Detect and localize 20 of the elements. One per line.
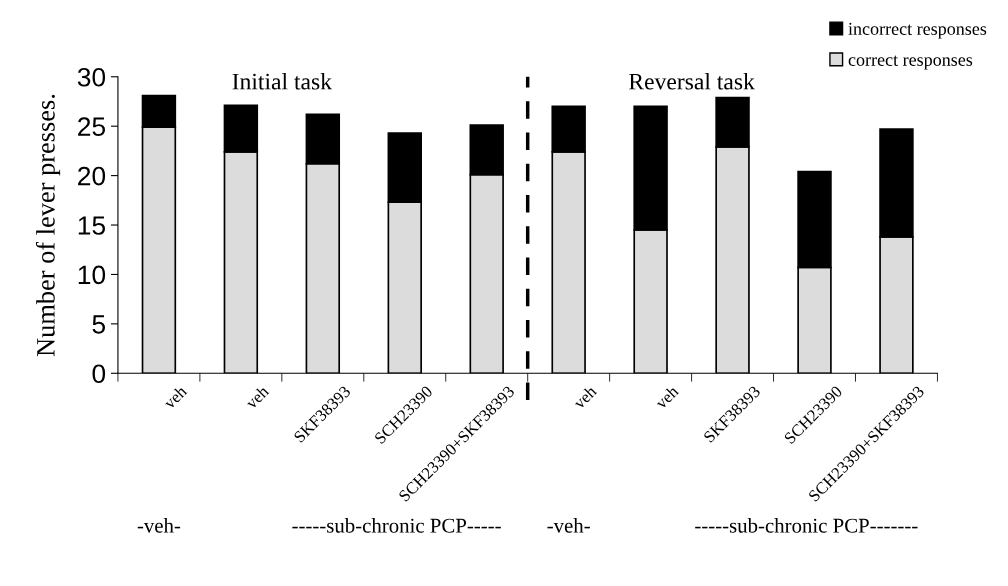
y-tick-label: 0 bbox=[92, 364, 106, 384]
y-tick-label: 30 bbox=[77, 67, 106, 87]
annotation: Reversal task bbox=[628, 72, 755, 90]
y-axis-title: Number of lever presses. bbox=[35, 94, 61, 357]
legend-label: incorrect responses bbox=[848, 22, 987, 39]
y-tick-label: 25 bbox=[78, 117, 106, 137]
text: -veh- bbox=[547, 518, 590, 533]
text: -veh- bbox=[137, 518, 181, 533]
x-tick-label: veh bbox=[654, 384, 680, 410]
text: -----sub-chronic PCP----- bbox=[292, 518, 501, 533]
x-tick-label: veh bbox=[162, 384, 188, 410]
y-tick-label: 10 bbox=[78, 265, 106, 285]
annotation: Initial task bbox=[232, 72, 332, 90]
legend-label: correct responses bbox=[848, 55, 973, 70]
y-tick-label: 15 bbox=[78, 216, 106, 235]
x-tick-label: veh bbox=[244, 384, 270, 410]
x-tick-label: veh bbox=[572, 384, 598, 410]
text: -----sub-chronic PCP------- bbox=[695, 518, 918, 533]
y-tick-label: 20 bbox=[78, 166, 106, 186]
y-tick-label: 5 bbox=[92, 315, 106, 334]
